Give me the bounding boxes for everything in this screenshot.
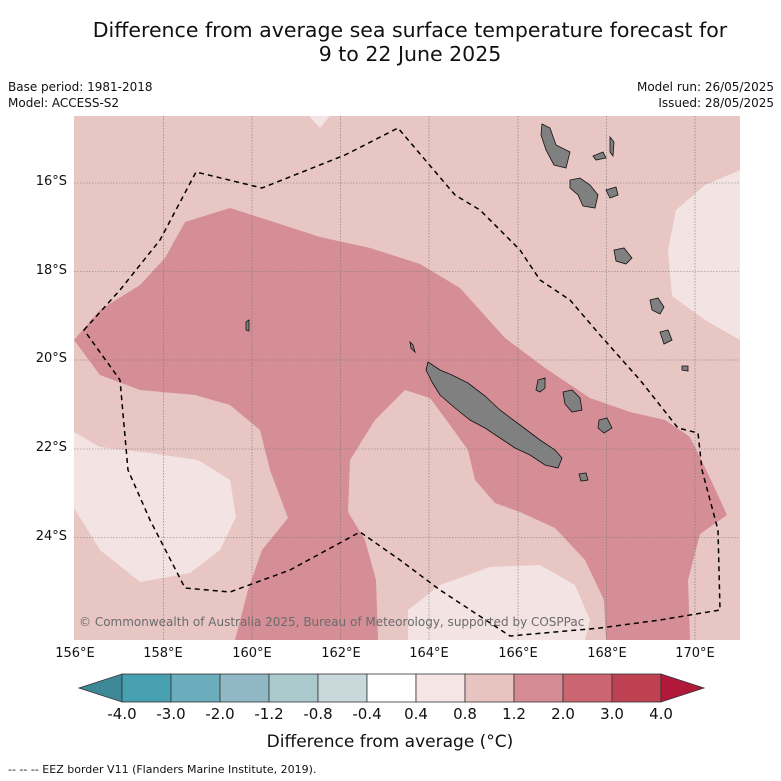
eez-legend: -- -- -- EEZ border V11 (Flanders Marine… xyxy=(8,763,317,776)
colorbar-tick: -0.8 xyxy=(303,705,333,723)
lon-label: 156°E xyxy=(55,646,95,661)
title-line-1: Difference from average sea surface temp… xyxy=(92,18,728,42)
model-run: Model run: 26/05/2025 xyxy=(636,80,774,94)
graticule xyxy=(74,116,740,640)
colorbar-bin xyxy=(415,673,466,703)
lat-label: 24°S xyxy=(35,529,67,544)
issued-date: Issued: 28/05/2025 xyxy=(658,96,774,110)
colorbar-tick: 2.0 xyxy=(551,705,575,723)
colorbar-tick: -2.0 xyxy=(205,705,235,723)
colorbar-tick: -1.2 xyxy=(254,705,284,723)
island-vanuatu-3 xyxy=(569,177,599,209)
colorbar-tick: 1.2 xyxy=(502,705,526,723)
island-isle-of-pines xyxy=(578,472,589,482)
colorbar-extend-high xyxy=(660,673,706,703)
anomaly-band-0.4-0.8-south xyxy=(408,565,590,640)
colorbar-bin xyxy=(170,673,221,703)
meta-left: Base period: 1981-2018 Model: ACCESS-S2 xyxy=(8,79,153,111)
lon-label: 170°E xyxy=(675,646,715,661)
island-vanuatu-4 xyxy=(605,186,619,199)
anomaly-band-0.4-0.8-west xyxy=(74,432,236,582)
colorbar-bin xyxy=(366,673,417,703)
colorbar-tick: -0.4 xyxy=(352,705,382,723)
anomaly-band-1.2-2.0 xyxy=(74,208,727,640)
base-period: Base period: 1981-2018 xyxy=(8,80,153,94)
lon-label: 158°E xyxy=(143,646,183,661)
colorbar-bin xyxy=(121,673,172,703)
lon-label: 164°E xyxy=(409,646,449,661)
colorbar-tick: 0.4 xyxy=(404,705,428,723)
colorbar-bin xyxy=(464,673,515,703)
colorbar-bin xyxy=(562,673,613,703)
colorbar-tick: -3.0 xyxy=(156,705,186,723)
island-loyalty-2 xyxy=(562,389,583,413)
title-line-2: 9 to 22 June 2025 xyxy=(318,42,502,66)
lon-label: 162°E xyxy=(321,646,361,661)
colorbar-bin xyxy=(317,673,368,703)
colorbar-title: Difference from average (°C) xyxy=(266,732,514,752)
colorbar-bin xyxy=(219,673,270,703)
colorbar-tick: 0.8 xyxy=(453,705,477,723)
island-new-caledonia xyxy=(425,361,563,469)
lon-label: 160°E xyxy=(232,646,272,661)
lon-label: 166°E xyxy=(498,646,538,661)
colorbar-extend-low xyxy=(77,673,123,703)
land xyxy=(245,123,689,482)
island-vanuatu-6 xyxy=(649,297,665,315)
anomaly-band-0.4-0.8-north xyxy=(309,116,330,128)
island-vanuatu-north xyxy=(540,123,571,169)
anomaly-band-0.4-0.8-east xyxy=(668,170,740,340)
island-vanuatu-2 xyxy=(609,135,615,158)
island-vanuatu-1 xyxy=(592,151,607,161)
meta-right: Model run: 26/05/2025 Issued: 28/05/2025 xyxy=(637,79,774,111)
island-small-2 xyxy=(245,319,250,332)
island-loyalty-1 xyxy=(659,329,673,345)
colorbar-tick: -4.0 xyxy=(107,705,137,723)
lat-label: 18°S xyxy=(35,263,67,278)
copyright-note: © Commonwealth of Australia 2025, Bureau… xyxy=(79,615,584,629)
lat-label: 16°S xyxy=(35,174,67,189)
eez-border xyxy=(83,127,721,637)
lon-label: 168°E xyxy=(587,646,627,661)
colorbar-bin xyxy=(611,673,662,703)
colorbar-bin xyxy=(513,673,564,703)
model-name: Model: ACCESS-S2 xyxy=(8,96,120,110)
colorbar-tick: 3.0 xyxy=(600,705,624,723)
island-small-1 xyxy=(681,365,689,372)
chart-title: Difference from average sea surface temp… xyxy=(60,18,760,66)
colorbar-bin xyxy=(268,673,319,703)
island-loyalty-3 xyxy=(597,417,613,434)
island-small-4 xyxy=(535,377,546,393)
lat-label: 22°S xyxy=(35,440,67,455)
island-small-3 xyxy=(409,340,416,354)
colorbar-tick: 4.0 xyxy=(649,705,673,723)
island-vanuatu-5 xyxy=(613,247,633,265)
lat-label: 20°S xyxy=(35,351,67,366)
